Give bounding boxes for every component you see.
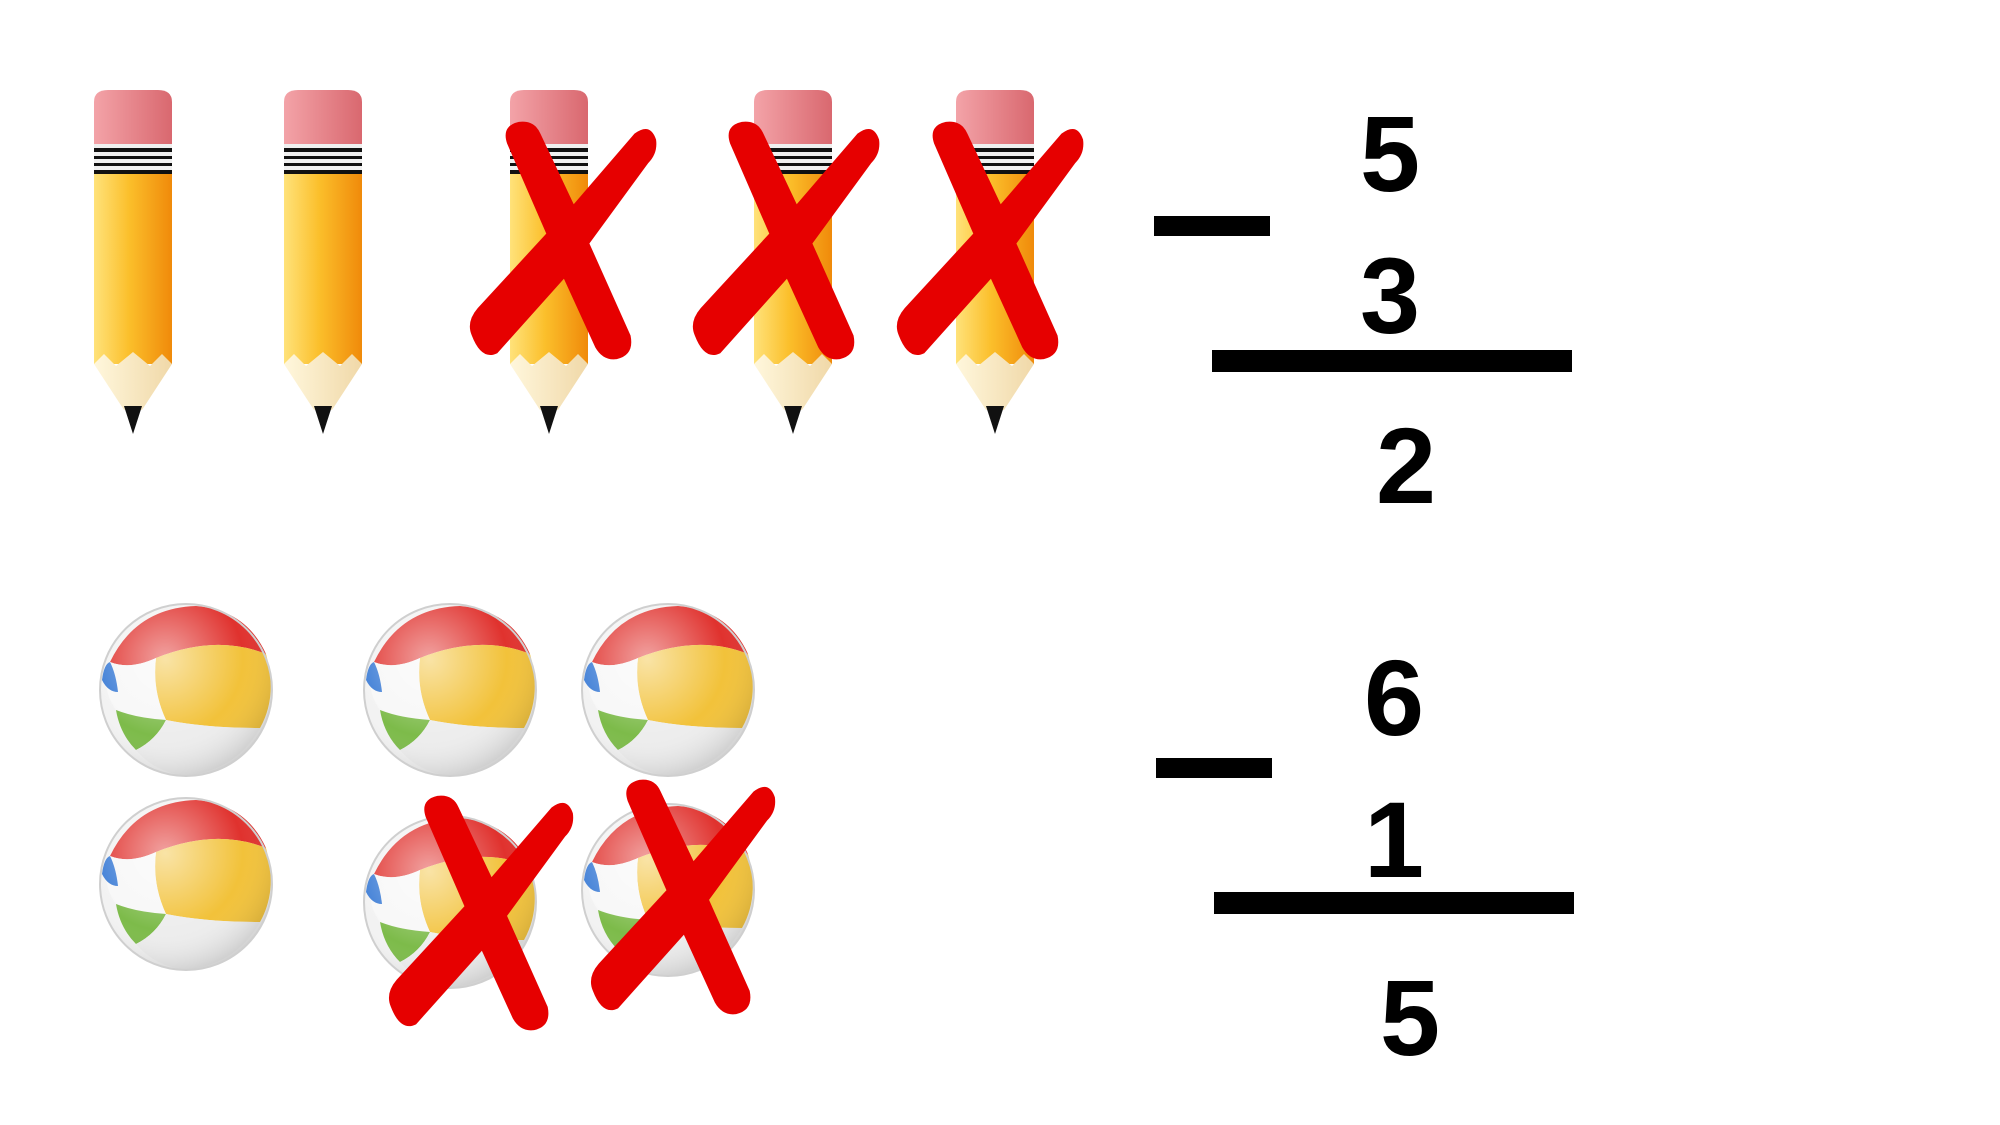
beach-ball-icon [578, 800, 758, 980]
pencil-icon [90, 88, 176, 434]
beach-ball-icon [360, 812, 540, 992]
minus-sign [1154, 216, 1270, 236]
pencil-icon [280, 88, 366, 434]
beach-ball-icon [96, 794, 276, 974]
difference: 2 [1375, 405, 1437, 526]
answer-line [1214, 892, 1574, 914]
pencil-icon [750, 88, 836, 434]
pencil-icon [952, 88, 1038, 434]
difference: 5 [1379, 957, 1441, 1078]
answer-line [1212, 350, 1572, 372]
subtrahend: 1 [1363, 779, 1425, 900]
minus-sign [1156, 758, 1272, 778]
beach-ball-icon [96, 600, 276, 780]
beach-ball-icon [578, 600, 758, 780]
minuend: 6 [1363, 637, 1425, 758]
minuend: 5 [1359, 93, 1421, 214]
subtrahend: 3 [1359, 235, 1421, 356]
pencil-icon [506, 88, 592, 434]
beach-ball-icon [360, 600, 540, 780]
